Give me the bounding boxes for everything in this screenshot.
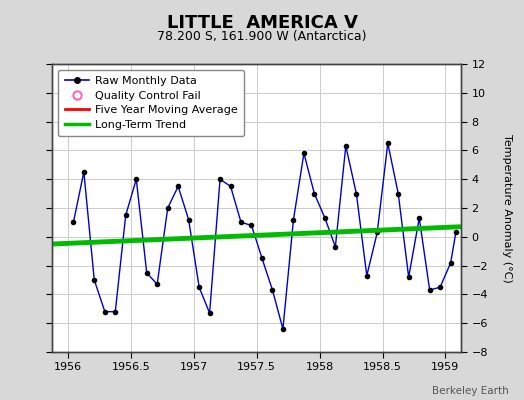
Y-axis label: Temperature Anomaly (°C): Temperature Anomaly (°C)	[502, 134, 512, 282]
Text: 78.200 S, 161.900 W (Antarctica): 78.200 S, 161.900 W (Antarctica)	[157, 30, 367, 43]
Text: Berkeley Earth: Berkeley Earth	[432, 386, 508, 396]
Text: LITTLE  AMERICA V: LITTLE AMERICA V	[167, 14, 357, 32]
Legend: Raw Monthly Data, Quality Control Fail, Five Year Moving Average, Long-Term Tren: Raw Monthly Data, Quality Control Fail, …	[58, 70, 244, 136]
